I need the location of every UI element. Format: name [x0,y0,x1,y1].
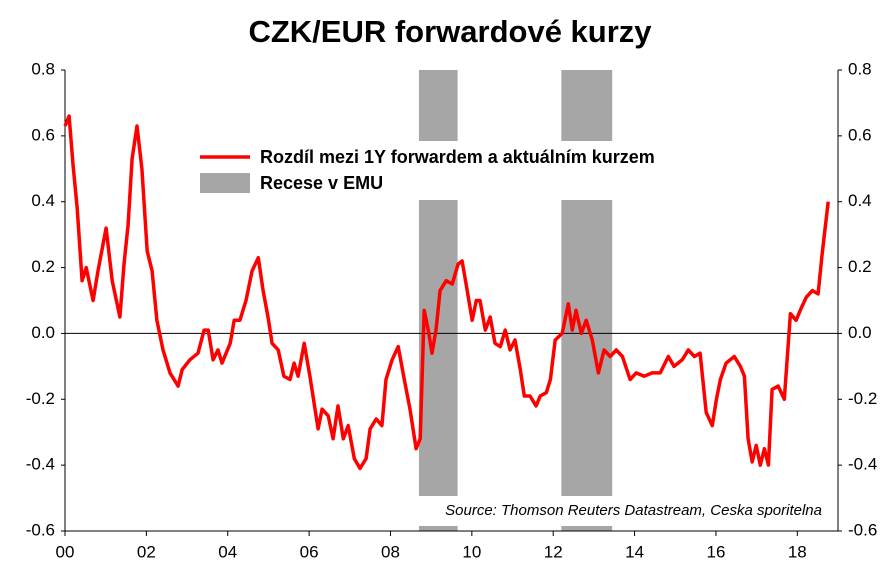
legend-label: Recese v EMU [260,173,383,193]
x-tick-label: 04 [218,542,237,561]
y-tick-label: 0.8 [31,59,55,78]
x-tick-label: 14 [625,542,644,561]
y-tick-label: -0.4 [26,455,55,474]
annotation-background [372,496,832,526]
x-tick-label: 18 [788,542,807,561]
chart-title: CZK/EUR forwardové kurzy [248,14,652,49]
legend-label: Rozdíl mezi 1Y forwardem a aktuálním kur… [260,147,655,167]
y-tick-label: -0.6 [26,520,55,539]
x-tick-label: 00 [56,542,75,561]
x-tick-label: 06 [300,542,319,561]
y2-tick-label: 0.4 [848,191,872,210]
x-tick-label: 16 [706,542,725,561]
y2-tick-label: 0.8 [848,59,872,78]
legend-swatch [200,173,250,193]
x-tick-label: 02 [137,542,156,561]
y2-tick-label: -0.4 [848,455,877,474]
y-tick-label: -0.2 [26,389,55,408]
y2-tick-label: 0.0 [848,323,872,342]
legend-background [188,141,786,200]
y-tick-label: 0.4 [31,191,55,210]
y2-tick-label: -0.6 [848,520,877,539]
recession-band [561,70,613,531]
y2-tick-label: 0.6 [848,125,872,144]
y-tick-label: 0.6 [31,125,55,144]
x-tick-label: 08 [381,542,400,561]
data-line [63,114,830,471]
y2-tick-label: 0.2 [848,257,872,276]
y-tick-label: 0.2 [31,257,55,276]
y-tick-label: 0.0 [31,323,55,342]
annotation: Source: Thomson Reuters Datastream, Cesk… [445,502,822,519]
x-tick-label: 12 [544,542,563,561]
y2-tick-label: -0.2 [848,389,877,408]
x-tick-label: 10 [462,542,481,561]
